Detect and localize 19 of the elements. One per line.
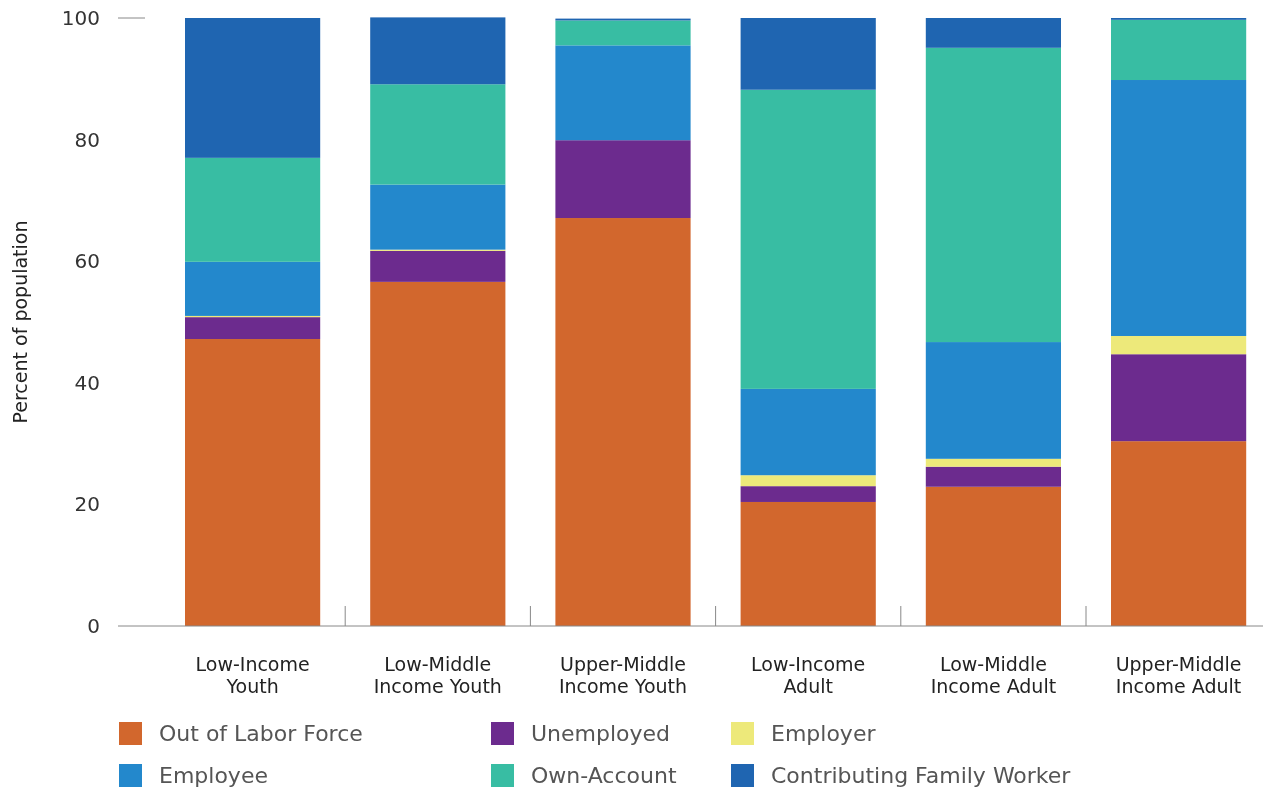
legend-label: Employee [159, 763, 268, 787]
y-tick-label: 80 [74, 127, 100, 152]
x-tick-label: Upper-Middle Income Youth [558, 653, 688, 697]
x-tick-label: Low-Income Youth [195, 653, 310, 697]
x-tick-label: Upper-Middle Income Adult [1115, 653, 1242, 697]
y-tick-label: 100 [61, 6, 100, 30]
x-tick-label: Low-Income Adult [751, 653, 866, 697]
y-tick-label: 0 [87, 614, 100, 638]
legend-label: Out of Labor Force [159, 721, 363, 746]
y-tick-label: 60 [74, 249, 100, 274]
legend-label: Own-Account [531, 763, 677, 787]
y-tick-label: 20 [74, 492, 100, 517]
legend-label: Employer [771, 721, 877, 746]
y-axis-title: Percent of population [9, 220, 31, 424]
x-tick-label: Low-Middle Income Youth [373, 653, 502, 697]
legend-label: Contributing Family Worker [771, 763, 1072, 787]
x-tick-label: Low-Middle Income Adult [930, 653, 1057, 697]
legend-label: Unemployed [531, 721, 671, 746]
y-tick-label: 40 [74, 370, 100, 395]
